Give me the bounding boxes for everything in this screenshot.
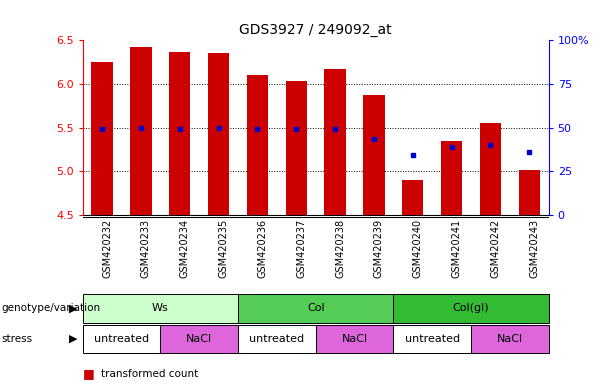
Text: Ws: Ws <box>152 303 169 313</box>
Text: ■: ■ <box>83 367 94 380</box>
Text: untreated: untreated <box>94 334 149 344</box>
Text: GSM420234: GSM420234 <box>180 218 190 278</box>
Bar <box>91 62 113 215</box>
Text: genotype/variation: genotype/variation <box>1 303 101 313</box>
Text: NaCl: NaCl <box>341 334 368 344</box>
Text: GSM420235: GSM420235 <box>219 218 229 278</box>
Text: transformed count: transformed count <box>101 369 199 379</box>
Bar <box>441 141 462 215</box>
Text: Col: Col <box>307 303 324 313</box>
Text: GSM420240: GSM420240 <box>413 218 423 278</box>
Text: GSM420241: GSM420241 <box>452 218 462 278</box>
Bar <box>402 180 424 215</box>
Bar <box>83 294 238 323</box>
Bar <box>169 52 191 215</box>
Text: GSM420243: GSM420243 <box>529 218 539 278</box>
Text: ▶: ▶ <box>69 303 78 313</box>
Bar <box>316 325 394 353</box>
Bar <box>394 294 549 323</box>
Text: NaCl: NaCl <box>186 334 212 344</box>
Text: GSM420236: GSM420236 <box>257 218 267 278</box>
Title: GDS3927 / 249092_at: GDS3927 / 249092_at <box>240 23 392 36</box>
Bar <box>238 294 394 323</box>
Text: GSM420233: GSM420233 <box>141 218 151 278</box>
Text: GSM420232: GSM420232 <box>102 218 112 278</box>
Bar <box>161 325 238 353</box>
Bar <box>286 81 307 215</box>
Bar <box>364 95 384 215</box>
Bar <box>131 47 151 215</box>
Text: NaCl: NaCl <box>497 334 523 344</box>
Text: untreated: untreated <box>405 334 460 344</box>
Bar <box>471 325 549 353</box>
Bar <box>238 325 316 353</box>
Text: GSM420242: GSM420242 <box>490 218 500 278</box>
Bar <box>519 170 540 215</box>
Bar <box>208 53 229 215</box>
Text: untreated: untreated <box>249 334 305 344</box>
Bar <box>247 75 268 215</box>
Bar <box>480 123 501 215</box>
Text: GSM420237: GSM420237 <box>296 218 306 278</box>
Text: GSM420238: GSM420238 <box>335 218 345 278</box>
Text: Col(gl): Col(gl) <box>452 303 489 313</box>
Text: stress: stress <box>1 334 32 344</box>
Bar <box>83 325 161 353</box>
Bar <box>394 325 471 353</box>
Text: GSM420239: GSM420239 <box>374 218 384 278</box>
Text: ▶: ▶ <box>69 334 78 344</box>
Bar <box>324 69 346 215</box>
